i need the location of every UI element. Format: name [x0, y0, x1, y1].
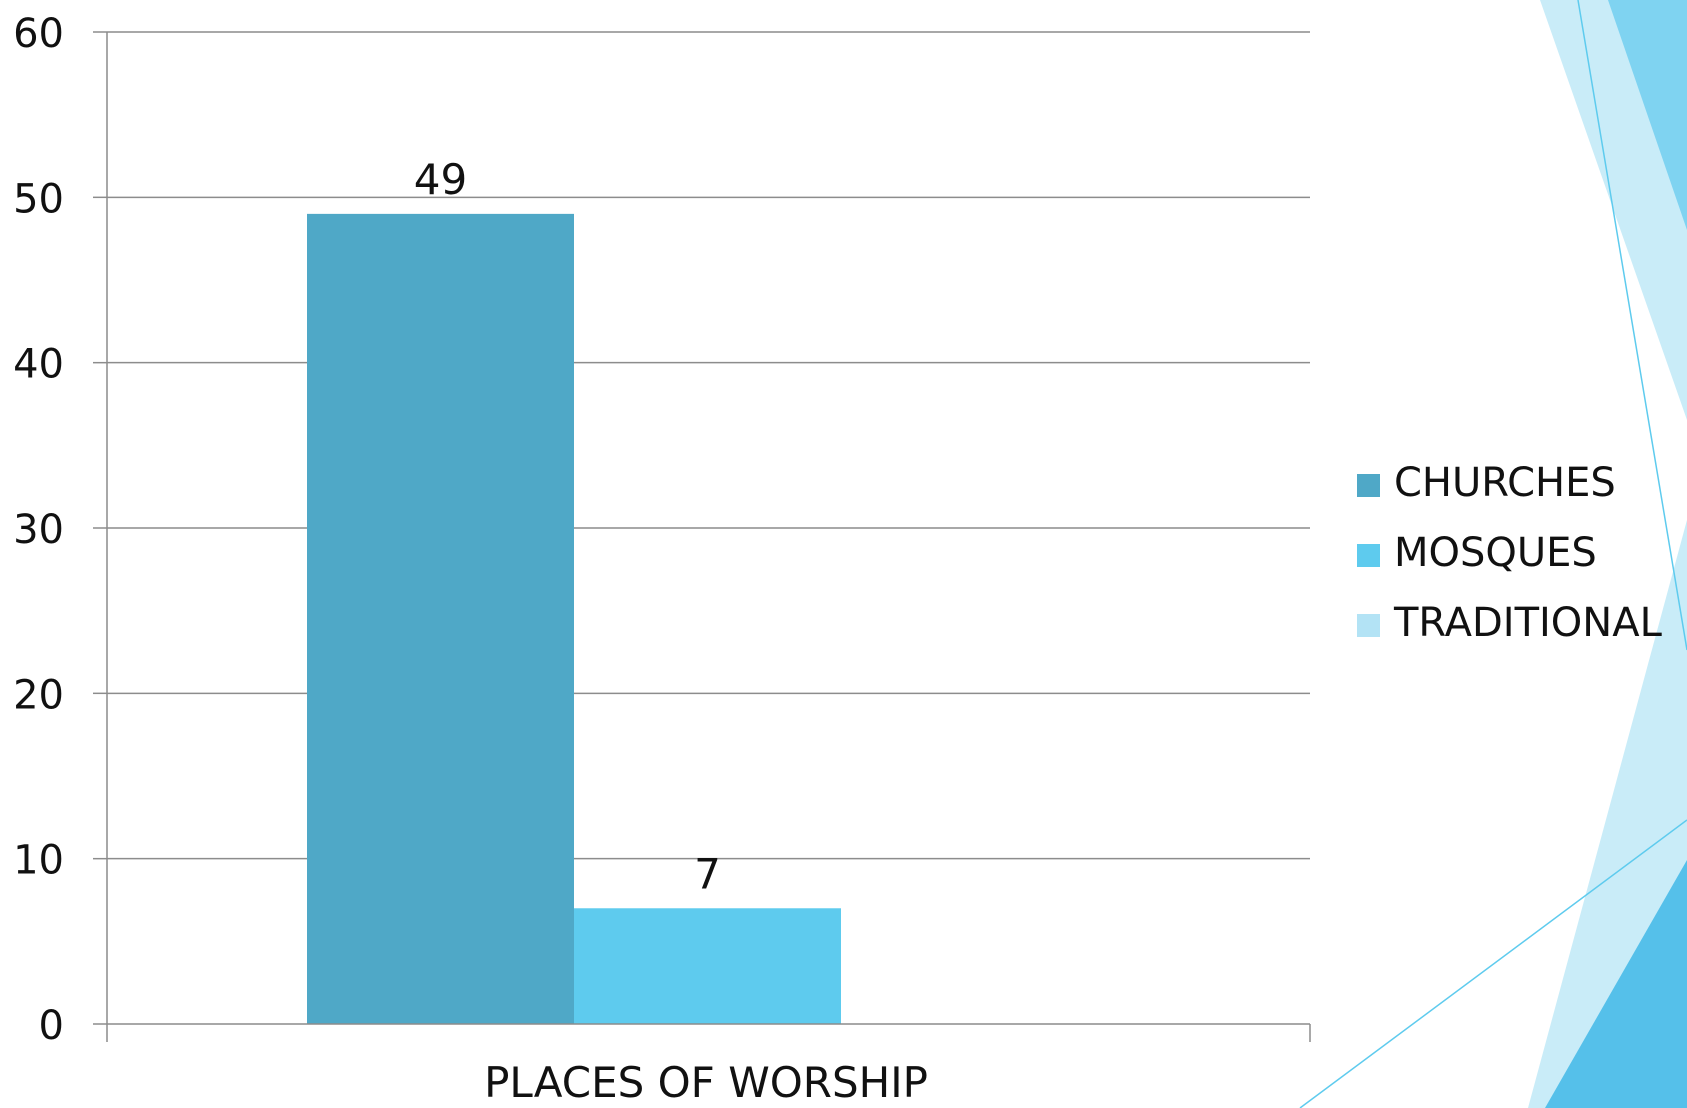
y-tick-label-10: 10 [13, 838, 64, 884]
y-tick-label-40: 40 [13, 342, 64, 388]
legend-label-churches: CHURCHES [1394, 460, 1616, 506]
x-category-label: PLACES OF WORSHIP [484, 1058, 928, 1107]
bars [307, 214, 841, 1024]
bar-churches [307, 214, 574, 1024]
y-tick-label-30: 30 [13, 507, 64, 553]
legend-label-mosques: MOSQUES [1394, 530, 1597, 576]
gridlines [107, 32, 1310, 859]
legend: CHURCHES MOSQUES TRADITIONAL [1357, 460, 1663, 646]
y-tick-label-0: 0 [39, 1003, 64, 1049]
y-tick-label-20: 20 [13, 672, 64, 718]
y-tick-labels: 0 10 20 30 40 50 60 [13, 11, 64, 1049]
y-tick-label-50: 50 [13, 176, 64, 222]
legend-swatch-churches [1357, 474, 1380, 497]
y-tick-label-60: 60 [13, 11, 64, 57]
data-label-churches: 49 [414, 155, 467, 204]
data-label-mosques: 7 [694, 849, 721, 898]
bar-mosques [574, 908, 841, 1024]
legend-swatch-traditional [1357, 614, 1380, 637]
legend-label-traditional: TRADITIONAL [1393, 600, 1663, 646]
legend-swatch-mosques [1357, 544, 1380, 567]
